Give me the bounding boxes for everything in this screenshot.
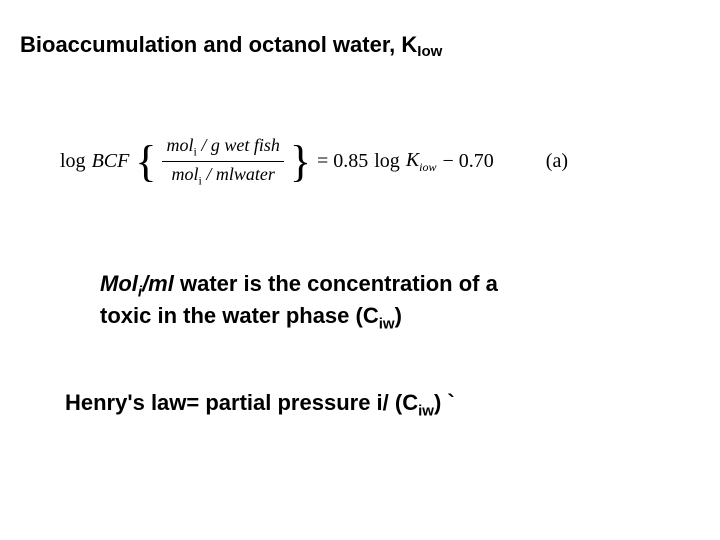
title-subscript: Iow <box>417 43 442 60</box>
eq-bcf: BCF <box>92 150 130 173</box>
den-mid: / <box>202 164 216 184</box>
concentration-note: Moli/ml water is the concentration of a … <box>100 270 500 334</box>
eq-Ksub: iow <box>419 160 436 174</box>
eq-log2: log <box>374 150 400 173</box>
fraction-bar-icon <box>162 161 283 162</box>
henry-csub: iw <box>418 402 434 419</box>
eq-eq: = 0.85 <box>317 150 368 173</box>
eq-denominator: moli / mlwater <box>167 164 278 188</box>
henry-close: ) ` <box>434 390 455 415</box>
note-mol: Mol <box>100 271 138 296</box>
henry-lead: Henry's law= partial pressure i/ (C <box>65 390 418 415</box>
eq-tail: − 0.70 <box>443 150 494 173</box>
num-pre: mol <box>166 135 193 155</box>
eq-numerator: moli / g wet fish <box>162 135 283 159</box>
note-csub: iw <box>379 316 395 333</box>
den-pre: mol <box>171 164 198 184</box>
num-post: g wet fish <box>211 135 280 155</box>
eq-log: log <box>60 150 86 173</box>
note-ml: /ml <box>142 271 174 296</box>
eq-fraction: moli / g wet fish moli / mlwater <box>162 135 283 189</box>
slide-title: Bioaccumulation and octanol water, KIow <box>20 32 442 60</box>
brace-close-icon: } <box>290 142 311 182</box>
henrys-law: Henry's law= partial pressure i/ (Ciw) ` <box>65 390 455 419</box>
note-close: ) <box>395 303 402 328</box>
den-post: mlwater <box>216 164 275 184</box>
title-main: Bioaccumulation and octanol water, K <box>20 32 417 57</box>
num-mid: / <box>197 135 211 155</box>
eq-label: (a) <box>546 150 568 173</box>
equation: log BCF { moli / g wet fish moli / mlwat… <box>60 135 568 189</box>
brace-open-icon: { <box>135 142 156 182</box>
eq-K: K <box>406 149 419 171</box>
slide: Bioaccumulation and octanol water, KIow … <box>0 0 720 540</box>
